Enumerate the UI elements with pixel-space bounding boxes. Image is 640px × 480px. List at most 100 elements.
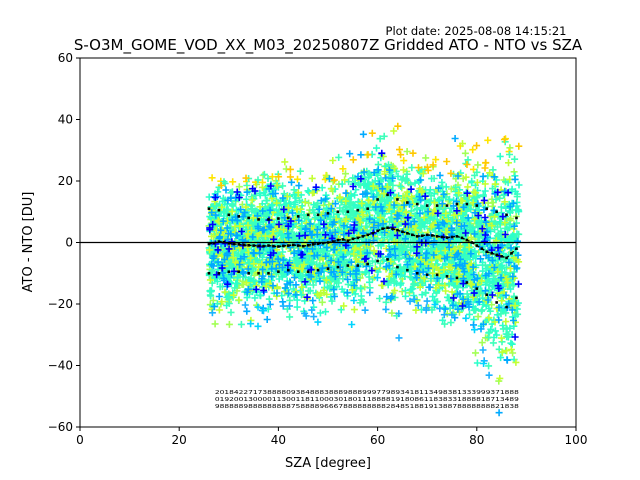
series-segment	[288, 244, 294, 247]
series-point	[346, 264, 350, 267]
bin-count-labels: 2018422717388880938488838889888999779893…	[215, 390, 520, 410]
series-point	[515, 247, 518, 250]
series-point	[336, 265, 340, 269]
x-axis-label: SZA [degree]	[285, 456, 371, 471]
series-point	[475, 287, 479, 290]
series-point	[316, 213, 320, 217]
y-tick-label: −20	[48, 297, 73, 311]
series-point	[326, 211, 330, 215]
series-segment	[293, 244, 299, 247]
bin-count-row: 2018422717388880938488838889888999779893…	[215, 390, 520, 396]
series-point	[406, 268, 409, 272]
series-point	[247, 271, 250, 275]
series-point	[356, 264, 360, 267]
series-segment	[412, 234, 418, 238]
series-segment	[377, 228, 383, 232]
series-point	[445, 275, 449, 278]
series-segment	[481, 248, 488, 253]
series-segment	[357, 235, 363, 239]
series-point	[321, 241, 325, 245]
series-segment	[238, 243, 244, 246]
scatter-marker-group	[206, 127, 523, 382]
series-point	[316, 268, 320, 272]
series-point	[415, 202, 419, 206]
series-mean-std	[207, 193, 518, 221]
series-point	[445, 204, 449, 207]
y-tick-label: 20	[58, 174, 73, 188]
series-point	[386, 258, 389, 261]
series-segment	[491, 252, 497, 256]
series-point	[376, 229, 379, 233]
series-point	[376, 259, 379, 263]
series-segment	[298, 244, 304, 247]
series-point	[391, 227, 394, 230]
series-segment	[208, 242, 215, 245]
series-segment	[496, 254, 502, 258]
series-segment	[392, 227, 398, 231]
series-point	[217, 271, 221, 275]
series-segment	[367, 232, 373, 236]
series-point	[465, 281, 469, 284]
series-segment	[263, 244, 269, 247]
series-segment	[407, 232, 413, 236]
y-axis-ticks: 60 40 20 0 −20 −40 −60	[48, 51, 80, 434]
scatter-points	[205, 122, 523, 417]
series-point	[515, 296, 518, 300]
series-mean	[207, 226, 518, 260]
series-point	[495, 210, 498, 214]
series-point	[396, 198, 399, 201]
series-segment	[456, 235, 463, 239]
series-segment	[451, 235, 458, 238]
series-segment	[466, 239, 473, 244]
y-tick-label: −60	[48, 420, 73, 434]
scatter-marker-group	[217, 122, 523, 189]
series-segment	[313, 243, 319, 246]
series-point	[267, 271, 270, 275]
series-point	[336, 210, 340, 214]
series-point	[455, 202, 459, 206]
series-point	[485, 293, 489, 297]
series-segment	[278, 245, 284, 248]
series-point	[227, 213, 231, 217]
chart-title: S-O3M_GOME_VOD_XX_M03_20250807Z Gridded …	[74, 36, 583, 55]
series-segment	[437, 235, 443, 238]
x-axis-ticks: 0 20 40 60 80 100	[76, 427, 587, 447]
series-point	[287, 216, 290, 220]
series-segment	[228, 242, 234, 245]
series-segment	[303, 244, 309, 247]
series-point	[287, 268, 290, 272]
series-segment	[332, 239, 339, 243]
series-segment	[402, 231, 408, 234]
series-point	[515, 216, 518, 220]
series-point	[326, 267, 330, 270]
series-point	[277, 217, 280, 220]
series-point	[267, 218, 270, 221]
scatter-marker-group	[208, 289, 493, 379]
series-segment	[427, 234, 433, 237]
series-segment	[422, 234, 428, 237]
bin-count-row: 0192001300001130011811000301801118888191…	[215, 397, 520, 403]
series-point	[455, 276, 459, 280]
mean-std-series	[207, 193, 518, 309]
series-mean-std	[207, 258, 518, 309]
series-point	[505, 305, 508, 309]
series-point	[366, 207, 369, 210]
series-point	[247, 216, 250, 220]
series-point	[465, 202, 469, 206]
series-point	[396, 265, 399, 269]
series-point	[475, 204, 479, 207]
series-point	[495, 301, 498, 304]
series-point	[237, 215, 241, 218]
series-segment	[347, 238, 354, 242]
y-tick-label: 0	[65, 236, 73, 250]
series-point	[346, 210, 350, 214]
series-segment	[486, 251, 492, 254]
series-segment	[342, 238, 349, 242]
scatter-marker-group	[247, 274, 488, 367]
series-segment	[432, 234, 438, 238]
series-point	[217, 208, 221, 212]
series-point	[430, 234, 434, 237]
series-segment	[308, 243, 314, 246]
series-point	[237, 270, 241, 274]
series-segment	[441, 236, 448, 239]
